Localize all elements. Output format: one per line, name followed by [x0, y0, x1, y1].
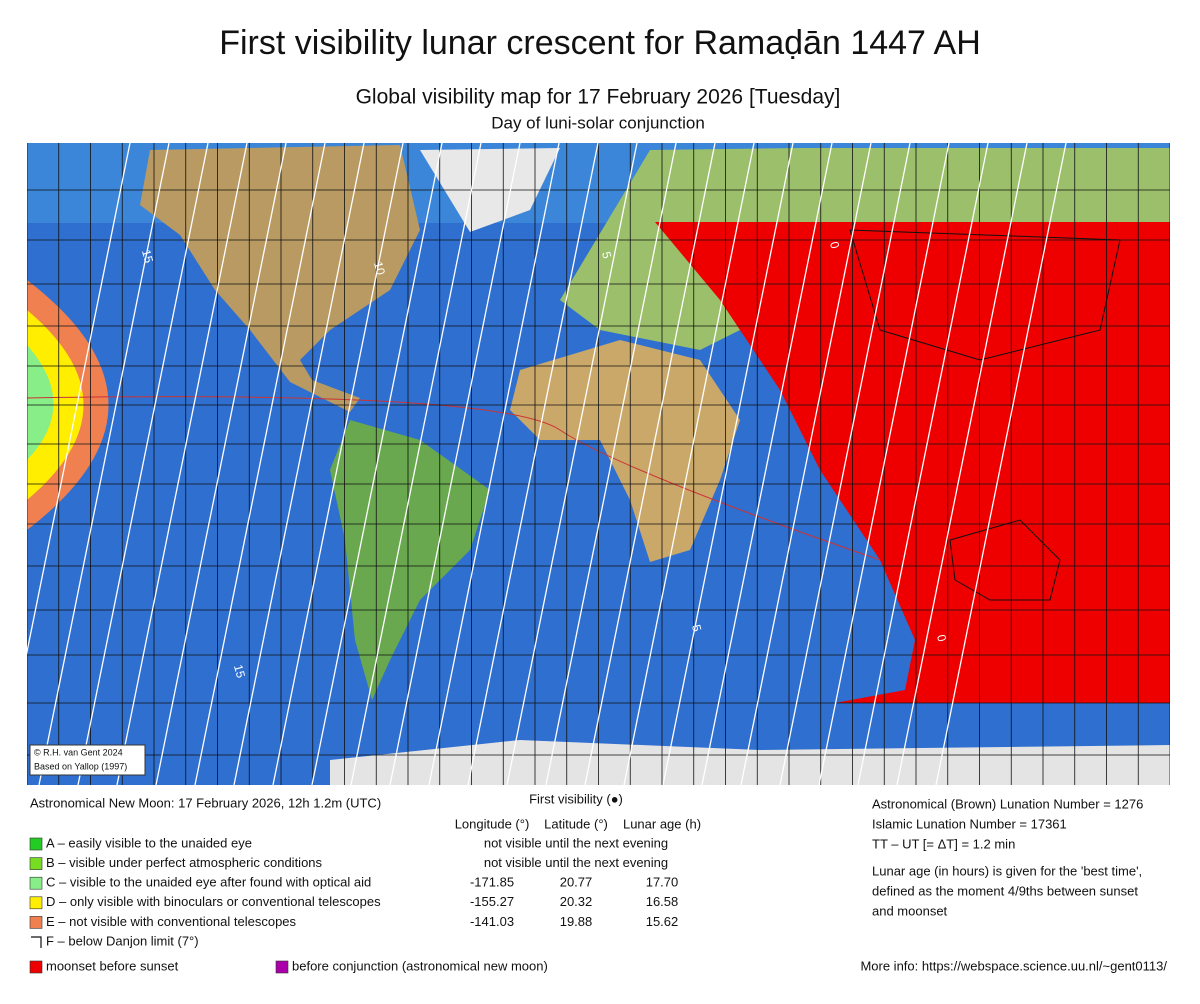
contour-line [740, 143, 872, 785]
legend-swatch [29, 960, 43, 974]
table-cell: -155.27 [470, 894, 514, 909]
contour-line [857, 143, 989, 785]
grid [27, 143, 1170, 785]
info-line: Islamic Lunation Number = 17361 [872, 816, 1067, 831]
legend-label: moonset before sunset [46, 958, 179, 973]
more-info: More info: https://webspace.science.uu.n… [860, 958, 1167, 973]
contour-line [155, 143, 287, 785]
zone-moonset-before-sunset [655, 222, 1170, 703]
info-line: defined as the moment 4/9ths between sun… [872, 883, 1138, 898]
contours: 15 10 5 0 15 5 0 [27, 143, 1067, 785]
legend-swatch [29, 837, 43, 851]
contour-line [545, 143, 677, 785]
map: 15 10 5 0 15 5 0 © R.H. van Gent 2024 Based on… [27, 143, 1170, 785]
table-cell: -141.03 [470, 914, 514, 929]
map-layers: 15 10 5 0 15 5 0 [27, 143, 1170, 785]
legend-swatch [29, 857, 43, 870]
contour-line [467, 143, 599, 785]
legend-swatch [29, 916, 43, 929]
contour-line [506, 143, 638, 785]
table-cell: 17.70 [646, 875, 679, 890]
column-header: Longitude (°) [455, 816, 530, 831]
legend-swatch [29, 876, 43, 890]
contour-line [662, 143, 794, 785]
contour-line [27, 143, 131, 655]
contour-line [77, 143, 209, 785]
visibility-note: not visible until the next evening [484, 835, 668, 850]
contour-line [194, 143, 326, 785]
legend-label: C – visible to the unaided eye after fou… [46, 875, 371, 890]
contour-line [935, 143, 1067, 785]
legend: A – easily visible to the unaided eye not… [29, 835, 679, 974]
legend-label: A – easily visible to the unaided eye [46, 835, 252, 850]
note: Day of luni-solar conjunction [491, 113, 705, 132]
contour-line [428, 143, 560, 785]
info-line: and moonset [872, 903, 948, 918]
contour-label: 0 [827, 240, 842, 250]
contour-line [116, 143, 248, 785]
info-line: TT – UT [= ΔT] = 1.2 min [872, 836, 1015, 851]
table-cell: 16.58 [646, 894, 679, 909]
contour-line [584, 143, 716, 785]
land-antarctica [330, 740, 1170, 785]
ecliptic-track [27, 396, 881, 561]
visibility-note: not visible until the next evening [484, 855, 668, 870]
contour-label: 15 [139, 248, 156, 265]
credit-box [29, 744, 146, 776]
contour-line [38, 143, 170, 785]
legend-label: before conjunction (astronomical new moo… [292, 958, 548, 973]
legend-swatch [275, 960, 289, 974]
legend-label: F – below Danjon limit (7°) [46, 933, 199, 948]
table-cell: 15.62 [646, 914, 679, 929]
column-header: Latitude (°) [544, 816, 608, 831]
credit: Based on Yallop (1997) [34, 761, 127, 771]
contour-label: 5 [689, 623, 704, 633]
contour-line [818, 143, 950, 785]
contour-label: 0 [934, 633, 949, 643]
info: Astronomical (Brown) Lunation Number = 1… [872, 796, 1143, 918]
table-cell: 20.77 [560, 875, 593, 890]
legend-label: B – visible under perfect atmospheric co… [46, 855, 323, 870]
legend-label: E – not visible with conventional telesc… [46, 914, 297, 929]
subtitle: Global visibility map for 17 February 20… [356, 86, 841, 109]
legend-swatch [29, 896, 43, 910]
land-africa [510, 340, 740, 562]
contour-label: 10 [371, 260, 388, 277]
contour-line [779, 143, 911, 785]
contour-line [701, 143, 833, 785]
new-moon: Astronomical New Moon: 17 February 2026,… [30, 795, 381, 810]
column-header: Lunar age (h) [623, 816, 701, 831]
contour-line [389, 143, 521, 785]
danjon-icon [31, 936, 42, 948]
contour-line [311, 143, 443, 785]
contour-label: 15 [231, 663, 248, 680]
legend-label: D – only visible with binoculars or conv… [46, 894, 381, 909]
table-cell: -171.85 [470, 875, 514, 890]
contour-label: 5 [599, 250, 614, 260]
zone-c [27, 345, 54, 460]
contour-line [350, 143, 482, 785]
table-cell: 19.88 [560, 914, 593, 929]
credit: © R.H. van Gent 2024 [34, 747, 123, 757]
table-cell: 20.32 [560, 894, 593, 909]
contour-line [896, 143, 1028, 785]
title: First visibility lunar crescent for Rama… [219, 24, 981, 62]
info-line: Lunar age (in hours) is given for the 'b… [872, 863, 1142, 878]
info-line: Astronomical (Brown) Lunation Number = 1… [872, 796, 1143, 811]
first-visibility-title: First visibility (●) [529, 791, 623, 806]
contour-line [623, 143, 755, 785]
contour-line [233, 143, 365, 785]
contour-line [272, 143, 404, 785]
